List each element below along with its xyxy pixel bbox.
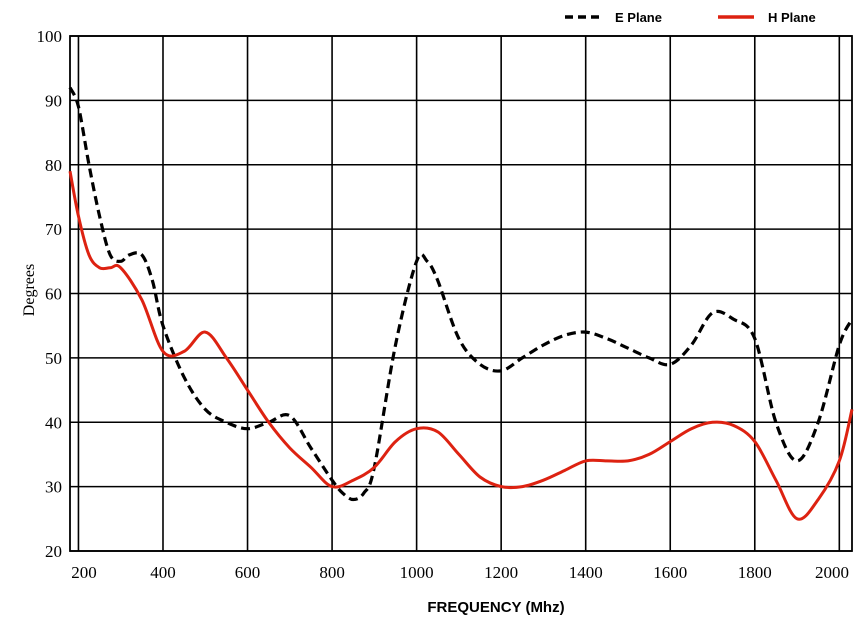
y-axis-ticks: 20 30 40 50 60 70 80 90 100 xyxy=(37,27,63,561)
x-tick-label: 200 xyxy=(71,563,97,582)
x-tick-label: 800 xyxy=(319,563,345,582)
y-tick-label: 70 xyxy=(45,220,62,239)
legend-label: E Plane xyxy=(615,10,662,25)
legend: E Plane H Plane xyxy=(565,10,816,25)
y-tick-label: 60 xyxy=(45,285,62,304)
y-tick-label: 50 xyxy=(45,349,62,368)
x-axis-label: FREQUENCY (Mhz) xyxy=(427,599,564,616)
x-tick-label: 1000 xyxy=(400,563,434,582)
h-plane-line xyxy=(68,170,854,521)
x-tick-label: 1600 xyxy=(653,563,687,582)
y-axis-label: Degrees xyxy=(21,264,38,316)
y-tick-label: 90 xyxy=(45,91,62,110)
x-tick-label: 1800 xyxy=(738,563,772,582)
legend-label: H Plane xyxy=(768,10,816,25)
e-plane-line xyxy=(68,86,854,502)
y-tick-label: 40 xyxy=(45,413,62,432)
y-tick-label: 100 xyxy=(37,27,63,46)
x-tick-label: 600 xyxy=(235,563,261,582)
x-tick-label: 2000 xyxy=(815,563,849,582)
y-tick-label: 30 xyxy=(45,478,62,497)
y-tick-label: 80 xyxy=(45,156,62,175)
grid xyxy=(69,35,853,552)
y-tick-label: 20 xyxy=(45,542,62,561)
x-axis-ticks: 200 400 600 800 1000 1200 1400 1600 1800 2000 xyxy=(71,563,849,582)
series-lines xyxy=(68,86,854,521)
x-tick-label: 400 xyxy=(150,563,176,582)
x-tick-label: 1400 xyxy=(569,563,603,582)
x-tick-label: 1200 xyxy=(484,563,518,582)
